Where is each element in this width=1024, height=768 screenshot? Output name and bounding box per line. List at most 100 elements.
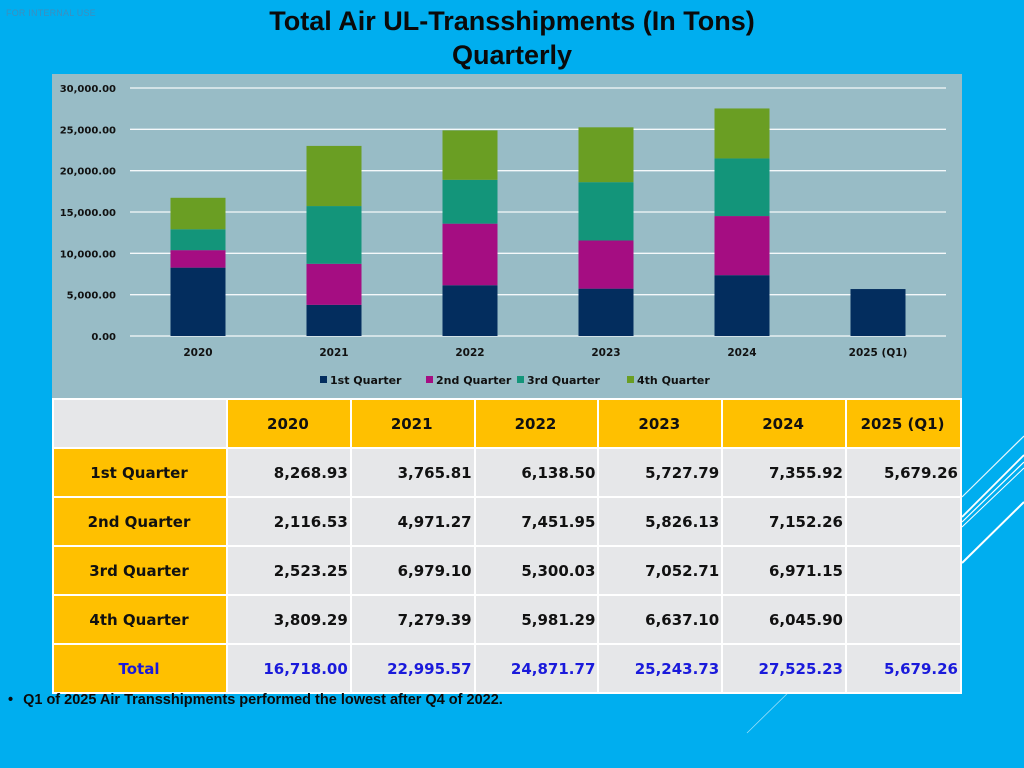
stacked-bar-chart: 0.00 5,000.00 10,000.00 15,000.00 20,000.00 2… bbox=[60, 84, 946, 387]
bar-segment bbox=[442, 130, 498, 180]
slide-title: Total Air UL-Transshipments (In Tons) Qu… bbox=[0, 4, 1024, 72]
table-cell: 5,300.03 bbox=[473, 545, 600, 596]
bar-segment bbox=[170, 229, 226, 251]
bullet-icon: • bbox=[8, 692, 14, 708]
bullet-note: • Q1 of 2025 Air Transshipments performed… bbox=[8, 692, 503, 708]
table-header-row: 2020 2021 2022 2023 2024 2025 (Q1) bbox=[52, 398, 962, 449]
bars bbox=[170, 108, 906, 336]
legend-swatch bbox=[320, 376, 327, 383]
bar-segment bbox=[306, 145, 362, 207]
bar-segment bbox=[714, 216, 770, 276]
column-header: 2021 bbox=[349, 398, 476, 449]
title-line-1: Total Air UL-Transshipments (In Tons) bbox=[269, 6, 755, 36]
watermark: FOR INTERNAL USE bbox=[6, 8, 96, 18]
legend-swatch bbox=[627, 376, 634, 383]
table-cell: 5,826.13 bbox=[597, 496, 724, 547]
table-cell: 7,152.26 bbox=[721, 496, 847, 547]
data-table: 2020 2021 2022 2023 2024 2025 (Q1) 1st Q… bbox=[52, 398, 962, 694]
bar-segment bbox=[306, 304, 362, 336]
row-label: 2nd Quarter bbox=[52, 496, 228, 547]
column-header: 2024 bbox=[721, 398, 847, 449]
bar-segment bbox=[170, 197, 226, 230]
legend-label: 3rd Quarter bbox=[527, 374, 601, 387]
row-label: 3rd Quarter bbox=[52, 545, 228, 596]
deco-line bbox=[961, 501, 1024, 564]
y-tick-label: 15,000.00 bbox=[60, 208, 116, 219]
y-tick-label: 25,000.00 bbox=[60, 125, 116, 136]
table-cell: 7,355.92 bbox=[721, 447, 847, 498]
total-cell: 22,995.57 bbox=[349, 643, 476, 694]
deco-line bbox=[961, 467, 1024, 528]
bar-segment bbox=[442, 285, 498, 336]
table-cell: 7,451.95 bbox=[473, 496, 600, 547]
table-total-row: Total 16,718.00 22,995.57 24,871.77 25,2… bbox=[52, 643, 962, 694]
row-label-total: Total bbox=[52, 643, 228, 694]
legend-swatch bbox=[517, 376, 524, 383]
x-tick-label: 2025 (Q1) bbox=[849, 347, 908, 359]
table-cell: 3,765.81 bbox=[349, 447, 476, 498]
table-cell: 6,979.10 bbox=[349, 545, 476, 596]
y-tick-label: 5,000.00 bbox=[67, 291, 116, 302]
bar-segment bbox=[714, 275, 770, 336]
bar-segment bbox=[578, 288, 634, 336]
bar-segment bbox=[578, 127, 634, 183]
total-cell: 5,679.26 bbox=[845, 643, 962, 694]
column-header: 2023 bbox=[597, 398, 724, 449]
table-cell: 5,981.29 bbox=[473, 594, 600, 645]
x-tick-label: 2024 bbox=[727, 347, 756, 359]
table-cell: 5,679.26 bbox=[845, 447, 962, 498]
table-cell: 3,809.29 bbox=[226, 594, 352, 645]
table-row: 1st Quarter 8,268.93 3,765.81 6,138.50 5… bbox=[52, 447, 962, 498]
x-axis-ticks: 2020 2021 2022 2023 2024 2025 (Q1) bbox=[183, 347, 907, 359]
bar-segment bbox=[714, 108, 770, 159]
bar-segment bbox=[170, 267, 226, 336]
total-cell: 25,243.73 bbox=[597, 643, 724, 694]
x-tick-label: 2020 bbox=[183, 347, 212, 359]
legend-label: 4th Quarter bbox=[637, 374, 710, 387]
column-header: 2022 bbox=[473, 398, 600, 449]
bar-segment bbox=[850, 289, 906, 336]
y-axis-ticks: 0.00 5,000.00 10,000.00 15,000.00 20,000.00 2… bbox=[60, 84, 116, 343]
table-cell: 2,523.25 bbox=[226, 545, 352, 596]
table-cell: 6,971.15 bbox=[721, 545, 847, 596]
row-label: 4th Quarter bbox=[52, 594, 228, 645]
deco-line bbox=[961, 461, 1024, 523]
total-cell: 16,718.00 bbox=[226, 643, 352, 694]
x-tick-label: 2022 bbox=[455, 347, 484, 359]
y-tick-label: 0.00 bbox=[91, 332, 116, 343]
bar-segment bbox=[170, 250, 226, 268]
table-cell bbox=[845, 594, 962, 645]
legend-label: 2nd Quarter bbox=[436, 374, 512, 387]
legend: 1st Quarter 2nd Quarter 3rd Quarter 4th Qua… bbox=[320, 374, 710, 387]
x-tick-label: 2023 bbox=[591, 347, 620, 359]
bar-segment bbox=[306, 263, 362, 305]
y-tick-label: 20,000.00 bbox=[60, 167, 116, 178]
table-row: 4th Quarter 3,809.29 7,279.39 5,981.29 6… bbox=[52, 594, 962, 645]
gridlines bbox=[130, 87, 946, 337]
table-cell: 7,052.71 bbox=[597, 545, 724, 596]
legend-swatch bbox=[426, 376, 433, 383]
table-cell: 2,116.53 bbox=[226, 496, 352, 547]
table-cell: 4,971.27 bbox=[349, 496, 476, 547]
bar-segment bbox=[714, 158, 770, 217]
table-cell: 7,279.39 bbox=[349, 594, 476, 645]
total-cell: 27,525.23 bbox=[721, 643, 847, 694]
y-tick-label: 30,000.00 bbox=[60, 84, 116, 95]
chart-panel: 0.00 5,000.00 10,000.00 15,000.00 20,000.00 2… bbox=[52, 74, 962, 398]
x-tick-label: 2021 bbox=[319, 347, 348, 359]
bar-segment bbox=[578, 182, 634, 241]
table-cell: 8,268.93 bbox=[226, 447, 352, 498]
row-label: 1st Quarter bbox=[52, 447, 228, 498]
bar-segment bbox=[306, 206, 362, 264]
deco-line bbox=[961, 454, 1024, 518]
bar-segment bbox=[442, 179, 498, 224]
column-header: 2025 (Q1) bbox=[845, 398, 962, 449]
note-text: Q1 of 2025 Air Transshipments performed … bbox=[23, 692, 503, 708]
bar-segment bbox=[442, 223, 498, 286]
table-cell: 6,045.90 bbox=[721, 594, 847, 645]
table-cell: 6,637.10 bbox=[597, 594, 724, 645]
table-cell: 5,727.79 bbox=[597, 447, 724, 498]
column-header: 2020 bbox=[226, 398, 352, 449]
table-cell bbox=[845, 496, 962, 547]
table-row: 3rd Quarter 2,523.25 6,979.10 5,300.03 7… bbox=[52, 545, 962, 596]
